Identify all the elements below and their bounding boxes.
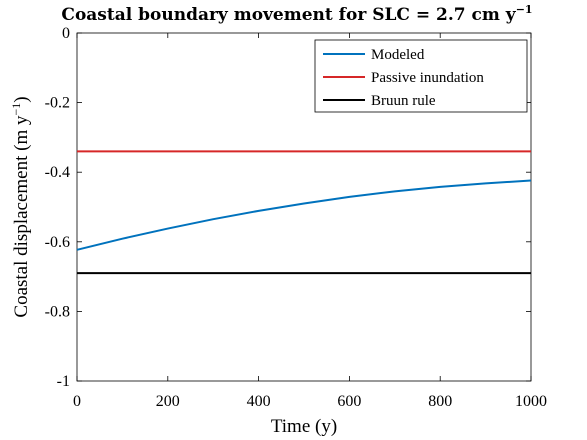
chart-title-main: Coastal boundary movement for SLC = 2.7 … <box>61 5 516 25</box>
x-axis-label: Time (y) <box>271 416 337 437</box>
y-tick-label: -0.6 <box>45 234 70 251</box>
chart-title: Coastal boundary movement for SLC = 2.7 … <box>61 3 532 25</box>
y-tick-label: 0 <box>62 25 70 42</box>
series-lines <box>76 150 532 275</box>
y-axis-label: Coastal displacement (m y−1) <box>9 96 32 317</box>
x-tick-label: 400 <box>247 393 271 410</box>
y-axis-label-main: Coastal displacement (m y <box>11 115 32 318</box>
y-axis-label-superscript: −1 <box>9 103 23 116</box>
x-tick-label: 1000 <box>515 393 547 410</box>
axis-ticks: 0 200 400 600 800 1000 0 -0.2 -0.4 -0.6 -0.8 -1 <box>45 25 547 410</box>
series-line-modeled <box>76 179 532 251</box>
x-tick-label: 600 <box>337 393 361 410</box>
x-tick-label: 0 <box>73 393 81 410</box>
legend: Modeled Passive inundation Bruun rule <box>314 39 528 113</box>
chart-title-superscript: −1 <box>516 3 533 16</box>
x-tick-label: 200 <box>156 393 180 410</box>
y-tick-label: -1 <box>57 373 70 390</box>
legend-label-modeled: Modeled <box>371 47 425 63</box>
legend-label-passive-inundation: Passive inundation <box>371 70 484 86</box>
y-axis-label-close: ) <box>11 96 32 102</box>
x-tick-label: 800 <box>428 393 452 410</box>
y-tick-label: -0.2 <box>45 95 70 112</box>
y-tick-label: -0.4 <box>45 164 70 181</box>
legend-label-bruun-rule: Bruun rule <box>371 93 436 109</box>
y-tick-label: -0.8 <box>45 303 70 320</box>
